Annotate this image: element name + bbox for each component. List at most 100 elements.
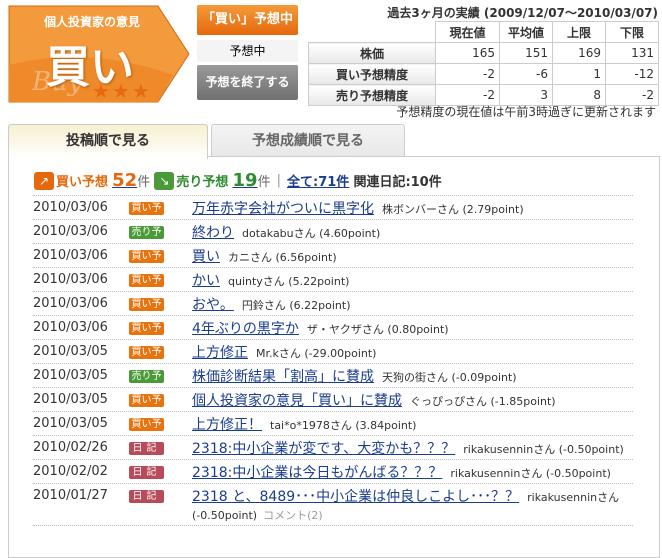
- post-row: 2010/03/06 買い予想 万年赤字会社がついに黒字化 株ボンバーさん (2.…: [33, 196, 633, 227]
- post-title-link[interactable]: 4年ぶりの黒字か: [192, 321, 299, 337]
- post-date: 2010/03/05: [33, 344, 108, 359]
- post-type-tag: 日記: [129, 490, 164, 503]
- post-author[interactable]: tai*o*1978さん (3.84point): [270, 419, 417, 432]
- opinion-badge: Buy 個人投資家の意見 買い ★★★: [8, 5, 190, 103]
- post-row: 2010/03/05 買い予想 上方修正！ tai*o*1978さん (3.84p…: [33, 412, 633, 443]
- post-date: 2010/03/06: [33, 320, 108, 335]
- buy-count-link[interactable]: 52: [112, 170, 138, 191]
- post-title-link[interactable]: おや。: [192, 297, 234, 313]
- post-date: 2010/03/05: [33, 392, 108, 407]
- post-author[interactable]: rikakusenninさん (-0.50point): [450, 467, 611, 480]
- badge-watermark: Buy: [32, 67, 83, 97]
- diary-count: 関連日記:10件: [353, 175, 442, 190]
- cell: -2: [605, 84, 659, 106]
- post-author[interactable]: ザ・ヤクザさん (0.80point): [306, 323, 449, 336]
- post-row: 2010/03/05 買い予想 個人投資家の意見「買い」に賛成 ぐっぴっぴさん (…: [33, 388, 633, 419]
- cell: 8: [552, 84, 606, 106]
- post-row: 2010/03/06 売り予想 終わり dotakabuさん (4.60point…: [33, 220, 633, 251]
- col-header: 平均値: [499, 21, 553, 43]
- buy-label: 買い予想: [56, 175, 109, 190]
- cell: -6: [499, 63, 553, 85]
- post-date: 2010/03/06: [33, 272, 108, 287]
- row-header: 株価: [308, 42, 436, 64]
- post-title-link[interactable]: 終わり: [192, 225, 234, 241]
- buy-forecast-status-button[interactable]: 「買い」予想中: [197, 5, 298, 35]
- post-author[interactable]: rikakusenninさん (-0.50point): [192, 491, 620, 522]
- post-title-link[interactable]: かい: [192, 273, 220, 289]
- unit: 件: [257, 175, 271, 190]
- row-header: 買い予想精度: [308, 63, 436, 85]
- post-type-tag: 買い予想: [129, 250, 164, 275]
- post-author[interactable]: Mr.kさん (-29.00point): [256, 347, 377, 360]
- post-title-link[interactable]: 2318 と、8489･･･中小企業は仲良しこよし･･･？？: [192, 489, 520, 505]
- post-type-tag: 日記: [129, 466, 164, 479]
- post-author[interactable]: quintyさん (5.22point): [228, 275, 350, 288]
- cell: -12: [605, 63, 659, 85]
- post-title-link[interactable]: 株価診断結果「割高」に賛成: [192, 369, 374, 385]
- cell: 151: [499, 42, 553, 64]
- tab-by-post-order[interactable]: 投稿順で見る: [8, 124, 208, 159]
- post-row: 2010/02/26 日記 2318:中小企業が変です、大変かも？？？ rikak…: [33, 436, 633, 460]
- post-type-tag: 売り予想: [129, 226, 164, 251]
- post-title-link[interactable]: 2318:中小企業は今日もがんばる？？？: [192, 465, 443, 481]
- post-date: 2010/03/06: [33, 224, 108, 239]
- divider: |: [276, 173, 281, 188]
- badge-shape: [8, 5, 190, 103]
- post-date: 2010/03/06: [33, 200, 108, 215]
- badge-verdict: 買い: [46, 42, 134, 93]
- cell: 1: [552, 63, 606, 85]
- post-title-link[interactable]: 上方修正！: [192, 417, 262, 433]
- cell: -2: [435, 84, 500, 106]
- performance-table: 現在値 平均値 上限 下限 株価 165 151 169 131 買い予想精度 -2 -6 1…: [308, 21, 659, 106]
- post-author[interactable]: 円鈴さん (6.22point): [241, 299, 351, 312]
- post-type-tag: 買い予想: [129, 394, 164, 419]
- cell: -2: [435, 63, 500, 85]
- post-title-link[interactable]: 2318:中小企業が変です、大変かも？？？: [192, 441, 456, 457]
- post-author[interactable]: 株ボンバーさん (2.79point): [382, 203, 524, 216]
- post-type-tag: 買い予想: [129, 346, 164, 371]
- buy-trend-icon: ↗: [34, 171, 54, 190]
- post-row: 2010/03/06 買い予想 4年ぶりの黒字か ザ・ヤクザさん (0.80poi…: [33, 316, 633, 347]
- post-author[interactable]: 天狗の街さん (-0.09point): [382, 371, 517, 384]
- post-type-tag: 買い予想: [129, 298, 164, 323]
- post-title-link[interactable]: 上方修正: [192, 345, 248, 361]
- post-author[interactable]: dotakabuさん (4.60point): [242, 227, 381, 240]
- forecast-summary: ↗ 買い予想 52 件 ↘ 売り予想 19 件 | 全て:71件 関連日記:10…: [34, 170, 442, 191]
- post-type-tag: 日記: [129, 442, 164, 455]
- cell: 165: [435, 42, 500, 64]
- forecast-status-text: 予想中: [197, 40, 298, 62]
- post-date: 2010/03/05: [33, 368, 108, 383]
- performance-title: 過去3ヶ月の実績 (2009/12/07〜2010/03/07): [387, 6, 658, 20]
- post-date: 2010/02/26: [33, 440, 108, 455]
- comment-count[interactable]: コメント(2): [263, 509, 323, 522]
- cell: 169: [552, 42, 606, 64]
- all-posts-link[interactable]: 全て:71件: [287, 175, 350, 190]
- post-title-link[interactable]: 万年赤字会社がついに黒字化: [192, 201, 374, 217]
- sell-count-link[interactable]: 19: [232, 170, 258, 191]
- cell: 131: [605, 42, 659, 64]
- post-author[interactable]: ぐっぴっぴさん (-1.85point): [410, 395, 556, 408]
- sell-trend-icon: ↘: [154, 171, 175, 190]
- post-title-link[interactable]: 個人投資家の意見「買い」に賛成: [192, 393, 402, 409]
- post-row: 2010/03/05 売り予想 株価診断結果「割高」に賛成 天狗の街さん (-0.…: [33, 364, 633, 395]
- post-row: 2010/03/05 買い予想 上方修正 Mr.kさん (-29.00point): [33, 340, 633, 371]
- post-title-link[interactable]: 買い: [192, 249, 220, 265]
- sell-label: 売り予想: [176, 175, 229, 190]
- post-author[interactable]: カニさん (6.56point): [228, 251, 337, 264]
- post-row: 2010/03/06 買い予想 買い カニさん (6.56point): [33, 244, 633, 275]
- col-header: 下限: [605, 21, 659, 43]
- post-date: 2010/03/06: [33, 248, 108, 263]
- post-type-tag: 買い予想: [129, 418, 164, 443]
- post-row: 2010/03/06 買い予想 かい quintyさん (5.22point): [33, 268, 633, 299]
- post-date: 2010/03/05: [33, 416, 108, 431]
- update-note: 予想精度の現在値は午前3時過ぎに更新されます: [396, 105, 656, 119]
- post-date: 2010/01/27: [33, 488, 108, 503]
- post-row: 2010/02/02 日記 2318:中小企業は今日もがんばる？？？ rikaku…: [33, 460, 633, 484]
- tab-by-performance[interactable]: 予想成績順で見る: [211, 124, 405, 157]
- post-type-tag: 買い予想: [129, 202, 164, 227]
- post-date: 2010/03/06: [33, 296, 108, 311]
- post-list: 2010/03/06 買い予想 万年赤字会社がついに黒字化 株ボンバーさん (2.…: [33, 195, 633, 526]
- post-row: 2010/01/27 日記 2318 と、8489･･･中小企業は仲良しこよし･…: [33, 484, 633, 526]
- end-forecast-button[interactable]: 予想を終了する: [197, 65, 298, 100]
- post-author[interactable]: rikakusenninさん (-0.50point): [463, 443, 624, 456]
